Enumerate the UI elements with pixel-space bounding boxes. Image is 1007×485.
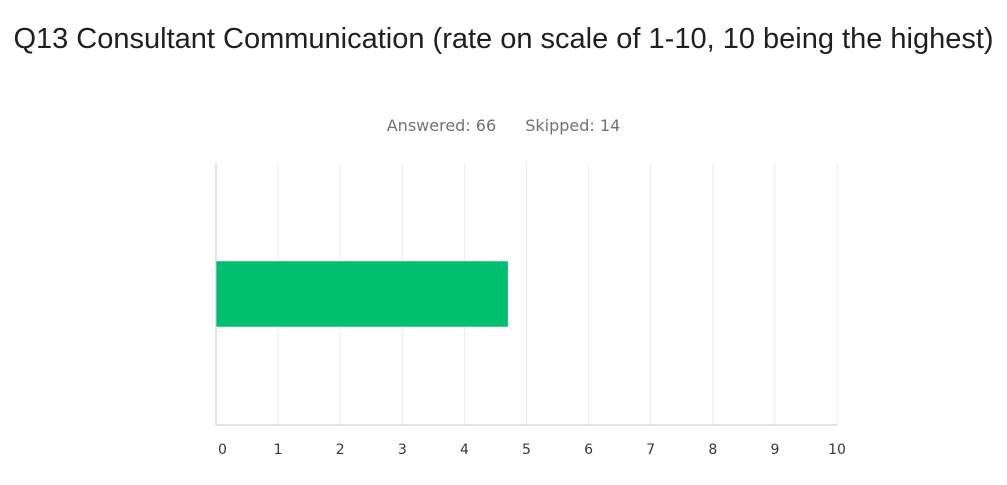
x-tick-label-2: 2 — [336, 442, 345, 458]
x-tick-label-8: 8 — [708, 442, 717, 458]
x-tick-label-9: 9 — [770, 442, 779, 458]
axes — [215, 163, 837, 426]
x-tick-label-10: 10 — [828, 442, 846, 458]
bars — [216, 261, 508, 327]
bar-0[interactable] — [216, 261, 508, 327]
answered-count: Answered: 66 — [386, 116, 497, 135]
x-tick-label-3: 3 — [398, 442, 407, 458]
x-tick-label-7: 7 — [646, 442, 655, 458]
x-tick-label-1: 1 — [274, 442, 283, 458]
response-stats: Answered: 66 Skipped: 14 — [0, 116, 1007, 135]
x-tick-label-5: 5 — [522, 442, 531, 458]
x-axis-tick-labels: 0 1 2 3 4 5 6 7 8 9 10 — [218, 442, 846, 458]
page-title: Q13 Consultant Communication (rate on sc… — [13, 23, 994, 55]
skipped-count: Skipped: 14 — [525, 116, 621, 135]
x-tick-label-4: 4 — [460, 442, 469, 458]
x-tick-label-0: 0 — [218, 442, 227, 458]
x-tick-label-6: 6 — [584, 442, 593, 458]
